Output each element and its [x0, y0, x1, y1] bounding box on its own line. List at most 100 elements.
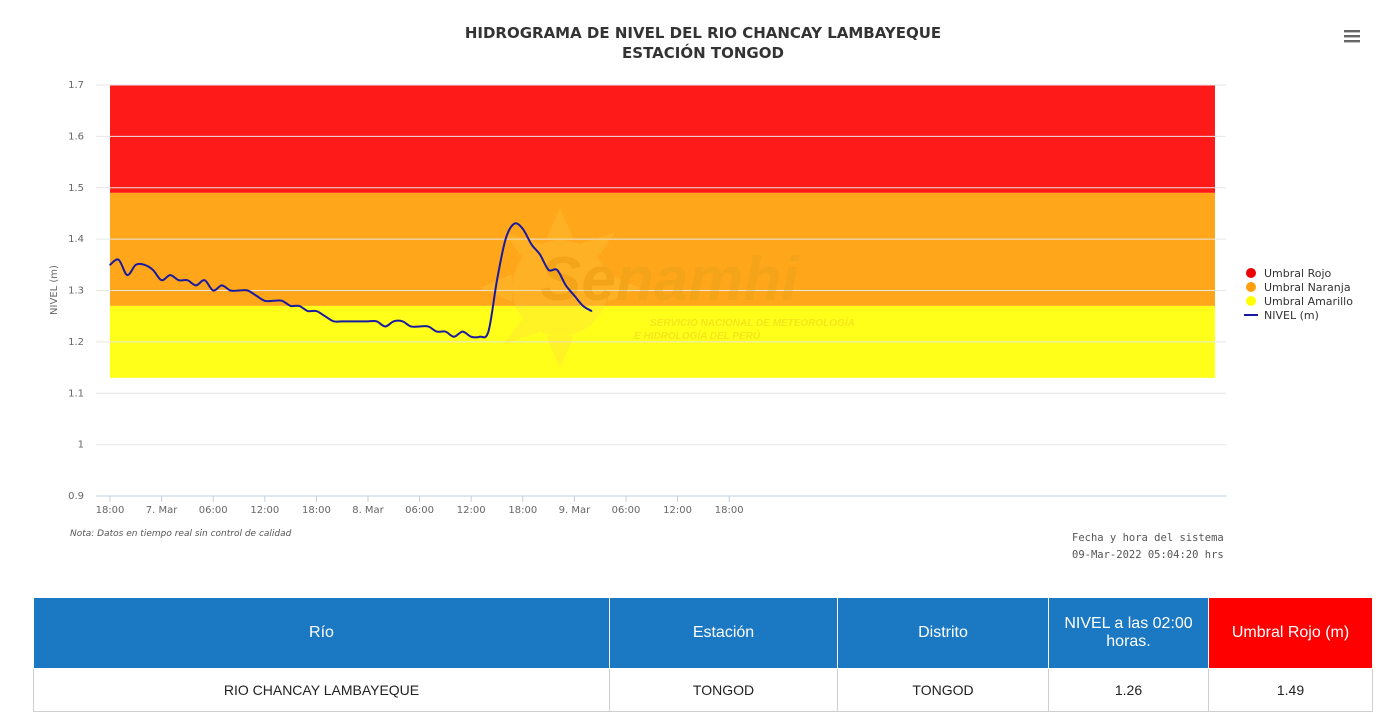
- data-point: [401, 320, 404, 323]
- data-point: [246, 289, 249, 292]
- data-point: [410, 325, 412, 328]
- y-tick-label: 1.2: [68, 337, 84, 348]
- legend-item-label: Umbral Amarillo: [1264, 295, 1353, 308]
- data-point: [513, 222, 515, 225]
- x-tick-label: 12:00: [250, 505, 279, 516]
- data-point: [547, 269, 550, 271]
- data-point: [272, 299, 275, 302]
- data-point: [582, 305, 584, 307]
- y-tick-label: 1.1: [68, 388, 84, 399]
- x-tick-label: 18:00: [302, 505, 331, 516]
- data-point: [109, 264, 111, 266]
- data-point: [367, 320, 369, 323]
- data-point: [298, 305, 301, 307]
- data-point: [307, 310, 309, 312]
- data-point: [436, 330, 438, 333]
- watermark-name: Senamhi: [540, 245, 800, 314]
- station-table: Río Estación Distrito NIVEL a las 02:00 …: [33, 597, 1373, 712]
- data-point: [384, 325, 387, 328]
- legend-marker: [1246, 296, 1256, 306]
- x-tick-label: 8. Mar: [352, 505, 384, 516]
- data-point: [350, 320, 352, 323]
- header-estacion: Estación: [609, 597, 838, 669]
- data-point: [590, 310, 593, 312]
- y-axis-label: NIVEL (m): [49, 265, 60, 315]
- chart-title-line2: ESTACIÓN TONGOD: [622, 43, 784, 62]
- data-point: [255, 294, 257, 297]
- data-point: [427, 325, 430, 328]
- data-point: [573, 294, 576, 297]
- x-tick-label: 06:00: [612, 505, 641, 516]
- hydrograph-chart: HIDROGRAMA DE NIVEL DEL RIO CHANCAY LAMB…: [49, 24, 1364, 561]
- data-point: [453, 335, 455, 338]
- cell-estacion: TONGOD: [609, 668, 838, 712]
- data-point: [444, 330, 447, 333]
- legend-item-label: Umbral Rojo: [1264, 267, 1332, 280]
- x-tick-label: 18:00: [715, 505, 744, 516]
- data-point: [160, 279, 163, 282]
- data-point: [264, 299, 266, 302]
- data-point: [504, 238, 507, 240]
- quality-note: Nota: Datos en tiempo real sin control d…: [70, 529, 292, 539]
- data-point: [212, 289, 214, 292]
- x-tick-label: 7. Mar: [146, 505, 178, 516]
- header-umbral-rojo: Umbral Rojo (m): [1208, 597, 1373, 669]
- data-point: [556, 269, 558, 271]
- data-point: [152, 269, 154, 271]
- data-point: [178, 279, 180, 282]
- data-point: [135, 264, 137, 266]
- y-tick-label: 1.6: [68, 131, 84, 142]
- data-point: [324, 315, 326, 317]
- header-nivel: NIVEL a las 02:00 horas.: [1048, 597, 1209, 669]
- watermark-line1: SERVICIO NACIONAL DE METEOROLOGÍA: [650, 316, 855, 329]
- data-point: [117, 258, 120, 261]
- legend-marker: [1246, 282, 1256, 292]
- data-point: [487, 330, 490, 333]
- data-point: [126, 274, 128, 276]
- data-point: [496, 279, 498, 282]
- table-row: RIO CHANCAY LAMBAYEQUE TONGOD TONGOD 1.2…: [33, 668, 1373, 712]
- cell-distrito: TONGOD: [837, 668, 1049, 712]
- system-time-label: Fecha y hora del sistema: [1072, 532, 1224, 544]
- x-tick-label: 06:00: [405, 505, 434, 516]
- watermark-line2: E HIDROLOGÍA DEL PERÚ: [634, 329, 761, 342]
- data-point: [341, 320, 344, 323]
- axes: 0.9 1 1.1 1.2 1.3 1.4 1.5 1.6 1.7 18:00 7. Mar 06:0…: [68, 80, 1226, 516]
- legend-marker: [1246, 268, 1256, 278]
- data-point: [565, 284, 567, 287]
- x-tick-label: 9. Mar: [559, 505, 591, 516]
- system-time-value: 09-Mar-2022 05:04:20 hrs: [1072, 549, 1224, 561]
- data-point: [470, 335, 473, 338]
- data-point: [195, 284, 197, 287]
- cell-nivel: 1.26: [1048, 668, 1209, 712]
- data-point: [332, 320, 335, 323]
- y-tick-label: 1: [78, 440, 84, 451]
- legend-item-label: NIVEL (m): [1264, 309, 1319, 322]
- data-point: [143, 264, 146, 266]
- senamhi-watermark: Senamhi SERVICIO NACIONAL DE METEOROLOGÍ…: [480, 208, 855, 368]
- x-tick-label: 18:00: [508, 505, 537, 516]
- header-rio: Río: [33, 597, 610, 669]
- cell-rio: RIO CHANCAY LAMBAYEQUE: [33, 668, 610, 712]
- x-tick-label: 06:00: [199, 505, 228, 516]
- hamburger-menu-icon[interactable]: [1340, 25, 1364, 47]
- data-point: [461, 330, 464, 333]
- data-point: [289, 305, 292, 307]
- data-point: [530, 243, 533, 246]
- chart-title-line1: HIDROGRAMA DE NIVEL DEL RIO CHANCAY LAMB…: [465, 24, 941, 42]
- cell-umbral-rojo: 1.49: [1208, 668, 1373, 712]
- data-point: [539, 253, 541, 256]
- y-tick-label: 1.5: [68, 183, 84, 194]
- legend-item-label: Umbral Naranja: [1264, 281, 1351, 294]
- data-point: [186, 279, 189, 282]
- data-point: [229, 289, 232, 292]
- x-tick-label: 18:00: [96, 505, 125, 516]
- data-point: [238, 289, 240, 292]
- data-point: [522, 228, 524, 230]
- data-point: [393, 320, 395, 323]
- data-point: [169, 274, 171, 276]
- y-tick-label: 1.7: [68, 80, 84, 91]
- y-tick-label: 1.4: [68, 234, 84, 245]
- y-tick-label: 0.9: [68, 491, 84, 502]
- series-layer: [109, 222, 593, 339]
